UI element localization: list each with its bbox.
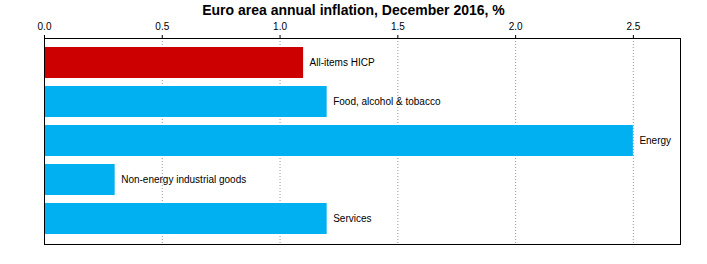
svg-text:2.5: 2.5 [626,21,640,32]
svg-text:2.0: 2.0 [509,21,523,32]
svg-text:Services: Services [333,213,371,224]
svg-text:0.5: 0.5 [155,21,169,32]
svg-text:All-items HICP: All-items HICP [310,57,375,68]
svg-text:Food, alcohol & tobacco: Food, alcohol & tobacco [333,96,441,107]
svg-text:1.0: 1.0 [273,21,287,32]
svg-text:Non-energy industrial goods: Non-energy industrial goods [121,174,246,185]
svg-text:Energy: Energy [639,135,671,146]
html-text:Euro area annual inflation, De: Euro area annual inflation, December 201… [202,2,505,18]
svg-text:1.5: 1.5 [391,21,405,32]
svg-text:0.0: 0.0 [38,21,52,32]
